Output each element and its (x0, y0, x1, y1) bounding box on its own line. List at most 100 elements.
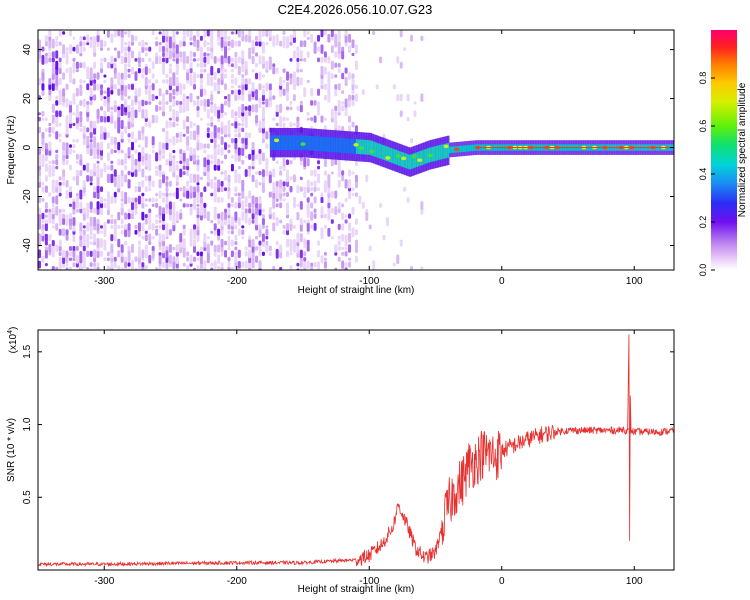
heatmap-cell (248, 78, 252, 85)
heatmap-cell (286, 71, 290, 81)
heatmap-cell (237, 56, 241, 64)
heatmap-cell (217, 131, 221, 140)
heatmap-cell (310, 187, 314, 192)
signal-inner (433, 146, 436, 162)
heatmap-cell (261, 251, 265, 257)
heatmap-cell (241, 34, 245, 42)
heatmap-cell (330, 45, 334, 53)
heatmap-cell (255, 255, 259, 263)
heatmap-cell (289, 41, 293, 46)
heatmap-cell (62, 88, 66, 97)
heatmap-cell (227, 224, 231, 230)
heatmap-cell (79, 111, 83, 117)
heatmap-cell (38, 116, 41, 122)
heatmap-cell (199, 50, 203, 59)
heatmap-cell (334, 190, 338, 199)
heatmap-cell (282, 30, 286, 35)
heatmap-cell (334, 51, 338, 58)
heatmap-cell (172, 259, 176, 270)
signal-inner (381, 144, 385, 160)
heatmap-cell (144, 89, 148, 95)
heatmap-cell (175, 132, 179, 138)
heatmap-cell (296, 57, 300, 62)
heatmap-cell (199, 142, 203, 150)
heatmap-cell (306, 36, 310, 40)
heatmap-cell (217, 254, 221, 265)
heatmap-cell (168, 121, 172, 128)
heatmap-cell (79, 52, 83, 57)
heatmap-cell (62, 181, 66, 186)
heatmap-cell (137, 100, 141, 106)
heatmap-cell (265, 60, 269, 70)
heatmap-cell (162, 79, 166, 84)
signal-inner (466, 145, 469, 152)
heatmap-cell (382, 234, 386, 241)
heatmap-cell (103, 57, 107, 63)
heatmap-cell (203, 56, 207, 64)
heatmap-cell (193, 72, 197, 80)
heatmap-cell (93, 61, 97, 69)
heatmap-cell (162, 51, 166, 58)
heatmap-cell (292, 122, 296, 127)
heatmap-cell (172, 58, 176, 62)
heatmap-cell (120, 30, 124, 38)
heatmap-cell (168, 38, 172, 49)
heatmap-cell (286, 159, 290, 166)
heatmap-cell (179, 187, 183, 192)
heatmap-cell (227, 202, 231, 208)
heatmap-cell (86, 83, 90, 91)
heatmap-cell (220, 238, 224, 248)
heatmap-cell (344, 239, 348, 247)
heatmap-cell (124, 191, 128, 198)
heatmap-cell (330, 60, 334, 70)
heatmap-cell (162, 45, 166, 53)
heatmap-cell (144, 175, 148, 182)
heatmap-cell (69, 203, 73, 208)
heatmap-cell (286, 38, 290, 49)
heatmap-cell (351, 78, 355, 85)
heatmap-cell (258, 149, 262, 154)
heatmap-cell (351, 99, 355, 107)
signal-inner (373, 141, 376, 157)
heatmap-cell (179, 148, 183, 155)
heatmap-cell (113, 228, 117, 237)
heatmap-cell (206, 132, 210, 139)
heatmap-cell (193, 256, 197, 262)
heatmap-cell (82, 229, 86, 236)
heatmap-cell (103, 115, 107, 123)
heatmap-cell (82, 61, 86, 69)
heatmap-cell (148, 180, 152, 187)
heatmap-frame (37, 29, 675, 271)
heatmap-cell (182, 238, 186, 249)
heatmap-cell (162, 142, 166, 150)
heatmap-cell (144, 144, 148, 148)
heatmap-cell (89, 250, 93, 257)
heatmap-cell (106, 173, 110, 184)
heatmap-cell (186, 55, 190, 64)
heatmap-cell (168, 104, 172, 112)
heatmap-cell (158, 252, 162, 256)
heatmap-cell (106, 115, 110, 123)
heatmap-cell (158, 205, 162, 216)
heatmap-cell (113, 169, 117, 177)
heatmap-cell (320, 84, 324, 90)
heatmap-cell (323, 30, 327, 36)
heatmap-cell (113, 261, 117, 268)
heatmap-cell (286, 202, 290, 209)
heatmap-cell (330, 73, 334, 80)
signal-inner (435, 145, 438, 161)
heatmap-cell (234, 246, 238, 251)
heatmap-cell (72, 36, 76, 40)
heatmap-cell (44, 214, 48, 218)
heatmap-cell (148, 84, 152, 89)
heatmap-cell (175, 44, 179, 54)
signal-core (417, 158, 423, 162)
heatmap-cell (137, 104, 141, 113)
heatmap-cell (227, 93, 231, 102)
heatmap-cell (62, 175, 66, 182)
heatmap-cell (193, 224, 197, 230)
heatmap-cell (131, 99, 135, 107)
heatmap-cell (179, 40, 183, 48)
heatmap-cell (127, 170, 131, 176)
heatmap-cell (210, 219, 214, 224)
